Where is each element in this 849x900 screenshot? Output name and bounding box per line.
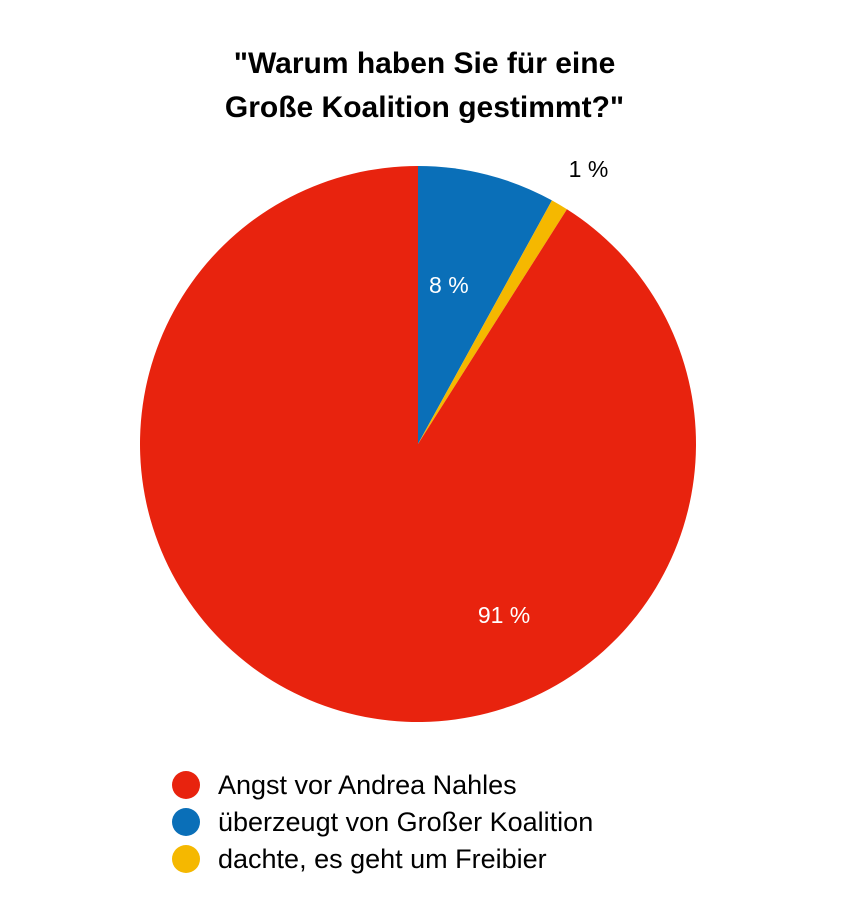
chart-title-line-2: Große Koalition gestimmt?": [224, 91, 625, 124]
legend-item-angst: Angst vor Andrea Nahles: [172, 766, 593, 803]
pie-slice-91: [140, 166, 696, 722]
legend: Angst vor Andrea Nahles überzeugt von Gr…: [172, 766, 593, 877]
pie-slice-label-91: 91 %: [478, 602, 530, 628]
legend-label-ueberzeugt: überzeugt von Großer Koalition: [218, 806, 594, 837]
pie-slices: [140, 166, 696, 722]
legend-label-freibier: dachte, es geht um Freibier: [218, 843, 547, 874]
chart-title-line-1: "Warum haben Sie für eine: [233, 47, 616, 80]
chart-title: "Warum haben Sie für eine Große Koalitio…: [0, 42, 849, 130]
legend-label-angst: Angst vor Andrea Nahles: [218, 769, 517, 800]
legend-swatch-freibier: [172, 844, 200, 873]
pie-slice-label-8: 8 %: [429, 272, 469, 298]
pie-slice-8: [418, 166, 552, 444]
legend-swatch-ueberzeugt: [172, 807, 200, 836]
legend-item-ueberzeugt: überzeugt von Großer Koalition: [172, 803, 593, 840]
legend-item-freibier: dachte, es geht um Freibier: [172, 840, 593, 877]
pie-slice-label-1: 1 %: [569, 156, 609, 182]
legend-swatch-angst: [172, 770, 200, 799]
pie-slice-1: [418, 200, 567, 444]
pie-slice-labels: 8 % 1 % 91 %: [429, 156, 608, 628]
